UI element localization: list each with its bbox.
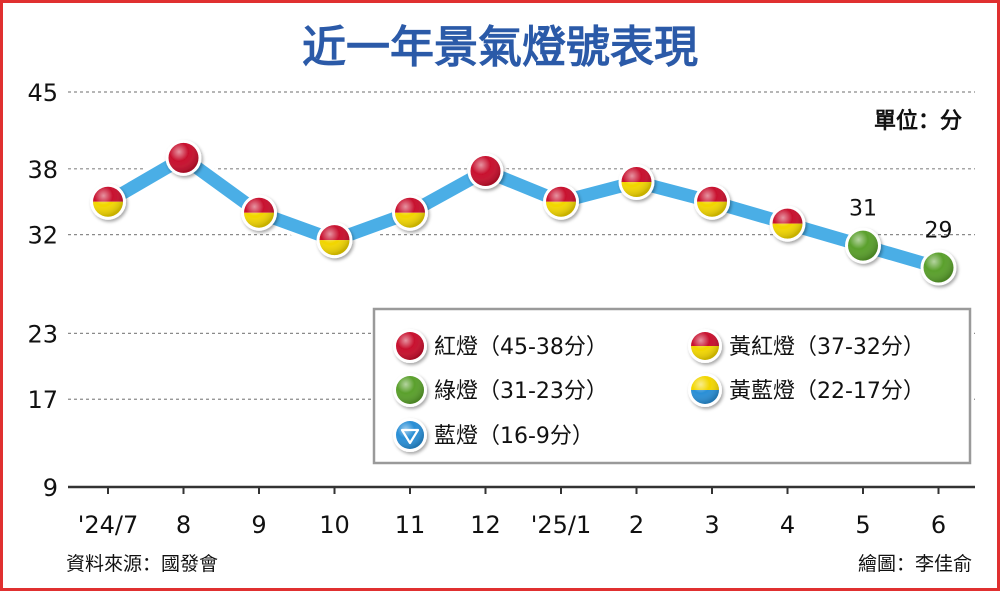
legend-yellow-red-icon	[688, 329, 722, 363]
x-tick-label: 6	[931, 511, 946, 539]
series-points	[90, 139, 957, 286]
data-label: 29	[925, 219, 953, 244]
legend-label-blue: 藍燈（16-9分）	[434, 424, 594, 449]
y-tick-label: 38	[27, 156, 58, 184]
series-line-path	[101, 151, 945, 275]
data-point-yellow-red	[618, 163, 655, 200]
y-axis: 9 17 23 32 38 45	[27, 79, 58, 502]
x-axis: '24/7 8 9 10 11 12 '25/1 2 3 4 5 6	[78, 487, 946, 539]
x-tick-label: 11	[395, 511, 426, 539]
x-tick-label: 10	[319, 511, 350, 539]
x-tick-label: 3	[704, 511, 719, 539]
legend-box	[372, 307, 972, 465]
x-tick-label: 4	[780, 511, 795, 539]
x-tick-label: 8	[176, 511, 191, 539]
series-line-outline	[98, 147, 949, 278]
y-tick-label: 9	[43, 474, 58, 502]
data-point-yellow-red	[769, 205, 806, 242]
data-point-yellow-red	[392, 194, 428, 231]
legend-label-yellow-red: 黃紅燈（37-32分）	[729, 335, 925, 360]
chart-title: 近一年景氣燈號表現	[302, 22, 698, 73]
y-tick-label: 45	[27, 79, 58, 107]
legend-label-yellow-blue: 黃藍燈（22-17分）	[729, 379, 925, 404]
data-point-yellow-red	[694, 183, 730, 220]
data-point-red	[165, 139, 202, 176]
x-tick-label: 12	[470, 511, 501, 539]
source-note: 資料來源：國發會	[66, 553, 218, 575]
legend-red-icon	[393, 329, 427, 363]
x-tick-label: '24/7	[78, 511, 139, 539]
legend-label-red: 紅燈（45-38分）	[434, 335, 608, 360]
x-tick-label: 9	[251, 511, 266, 539]
series-line	[98, 147, 949, 278]
data-point-green	[920, 249, 957, 286]
data-point-yellow-red	[316, 222, 353, 259]
legend: 紅燈（45-38分） 黃紅燈（37-32分） 綠燈（31-23分） 黃藍燈（22-17…	[372, 307, 972, 465]
credit-note: 繪圖：李佳俞	[858, 553, 972, 575]
x-tick-label: 2	[629, 511, 644, 539]
legend-yellow-blue-icon	[688, 373, 722, 407]
unit-label: 單位：分	[874, 108, 962, 134]
legend-label-green: 綠燈（31-23分）	[434, 379, 608, 404]
data-point-green	[845, 227, 881, 264]
data-label: 31	[849, 197, 877, 222]
data-point-yellow-red	[543, 183, 579, 220]
data-point-red	[467, 153, 504, 189]
y-tick-label: 23	[27, 320, 58, 348]
data-point-yellow-red	[241, 194, 277, 231]
legend-blue-icon	[393, 418, 427, 452]
legend-green-icon	[393, 373, 427, 407]
data-point-yellow-red	[90, 183, 126, 220]
data-labels: 31 29	[849, 197, 953, 244]
y-tick-label: 32	[27, 222, 58, 250]
x-tick-label: '25/1	[531, 511, 592, 539]
x-tick-label: 5	[855, 511, 870, 539]
y-tick-label: 17	[27, 386, 58, 414]
grid	[68, 91, 975, 400]
